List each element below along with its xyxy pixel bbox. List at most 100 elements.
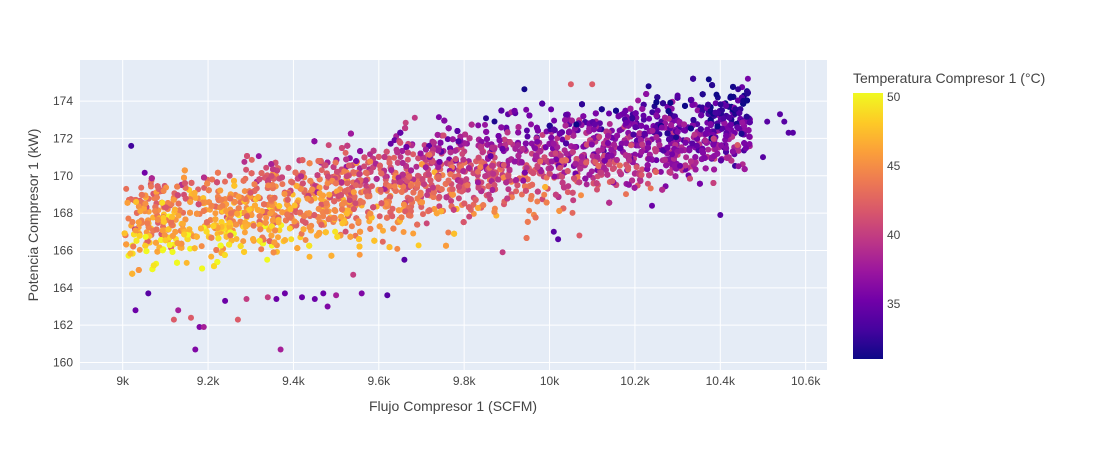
data-point — [618, 140, 625, 147]
data-point — [423, 220, 430, 227]
data-point — [414, 221, 421, 228]
data-point — [491, 182, 498, 188]
data-point — [362, 177, 369, 184]
data-point — [688, 158, 694, 165]
data-point — [172, 228, 179, 235]
data-point — [129, 219, 136, 225]
data-point — [666, 136, 673, 143]
data-point — [142, 242, 149, 249]
data-point — [175, 212, 182, 219]
data-point — [461, 200, 468, 207]
data-point — [265, 182, 272, 189]
data-point — [199, 265, 206, 272]
data-point — [639, 166, 646, 173]
data-point — [270, 217, 276, 224]
data-point — [331, 207, 338, 214]
data-point — [159, 227, 166, 234]
data-point — [658, 124, 665, 131]
data-point — [284, 196, 291, 203]
data-point — [625, 164, 632, 171]
data-point — [571, 144, 578, 151]
data-point — [235, 193, 242, 200]
data-point — [614, 132, 621, 139]
data-point — [534, 188, 541, 195]
data-point — [461, 140, 468, 147]
data-point — [477, 164, 484, 171]
data-point — [501, 136, 508, 143]
data-point — [168, 219, 175, 226]
data-point — [594, 186, 600, 193]
data-point — [495, 176, 502, 183]
data-point — [258, 246, 265, 253]
data-point — [569, 209, 576, 216]
data-point — [250, 236, 257, 243]
data-point — [179, 220, 186, 227]
data-point — [407, 196, 414, 203]
data-point — [504, 195, 511, 202]
data-point — [735, 163, 742, 170]
data-point — [632, 124, 639, 131]
data-point — [400, 229, 407, 235]
data-point — [268, 223, 275, 230]
data-point — [435, 164, 442, 170]
data-point — [397, 154, 404, 160]
data-point — [606, 161, 613, 168]
data-point — [741, 140, 748, 147]
data-point — [455, 195, 462, 202]
data-point — [653, 112, 660, 119]
data-point — [306, 224, 313, 231]
data-point — [235, 205, 242, 212]
data-point — [426, 151, 433, 158]
data-point — [288, 236, 295, 243]
data-point — [148, 175, 155, 182]
data-point — [418, 204, 425, 210]
data-point — [275, 234, 281, 241]
data-point — [676, 119, 683, 125]
data-point — [298, 230, 305, 237]
data-point — [214, 169, 221, 176]
data-point — [162, 237, 169, 244]
data-point — [521, 86, 528, 93]
data-point — [255, 153, 262, 160]
data-point — [582, 175, 589, 182]
data-point — [705, 76, 712, 83]
data-point — [734, 142, 741, 148]
data-point — [534, 127, 541, 134]
data-point — [231, 198, 238, 205]
data-point — [306, 160, 313, 167]
data-point — [472, 196, 479, 203]
data-point — [631, 184, 638, 191]
data-point — [391, 137, 398, 144]
data-point — [568, 117, 575, 124]
data-point — [482, 121, 488, 128]
data-point — [495, 133, 502, 139]
data-point — [730, 83, 736, 90]
data-point — [233, 236, 240, 242]
data-point — [526, 112, 533, 119]
data-point — [551, 173, 558, 180]
data-point — [161, 232, 168, 239]
data-point — [241, 248, 248, 255]
data-point — [680, 127, 687, 134]
data-point — [702, 130, 709, 137]
data-point — [551, 117, 558, 124]
data-point — [148, 183, 154, 190]
data-point — [138, 184, 145, 191]
data-point — [741, 166, 748, 173]
data-point — [600, 164, 607, 171]
data-point — [500, 174, 507, 181]
data-point — [561, 184, 568, 191]
data-point — [608, 152, 615, 159]
data-point — [270, 166, 276, 173]
data-point — [285, 164, 292, 171]
data-point — [710, 180, 717, 186]
data-point — [331, 214, 337, 221]
data-point — [213, 247, 220, 253]
data-point — [268, 161, 275, 168]
data-point — [660, 100, 666, 107]
data-point — [653, 147, 660, 154]
data-point — [528, 121, 534, 128]
data-point — [448, 198, 455, 204]
data-point — [241, 188, 248, 195]
data-point — [154, 216, 161, 223]
